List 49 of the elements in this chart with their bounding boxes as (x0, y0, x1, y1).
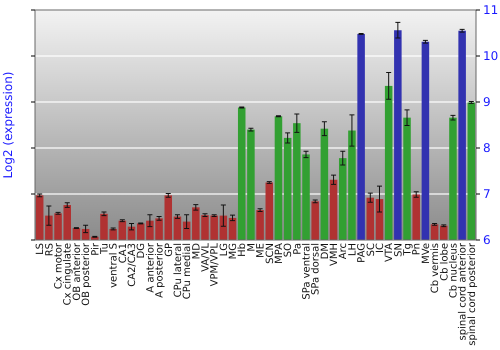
x-tick-label: M (246, 243, 258, 252)
x-tick-label: SCN (264, 243, 276, 264)
x-tick-label: Tg (402, 243, 414, 256)
x-tick-label: Cb nucleus (448, 243, 460, 298)
x-tick-label: ME (256, 243, 267, 258)
y-tick-label: 7 (483, 186, 491, 201)
x-tick-label: VPM/VPL (210, 242, 221, 286)
y-tick-label: 9 (483, 94, 491, 109)
x-tick-label: ventral S (108, 243, 120, 288)
x-tick-label: A anterior (145, 242, 156, 293)
x-tick-label: VA/VL (200, 242, 212, 272)
x-tick-label: CPu lateral (172, 243, 184, 298)
x-tick-label: Hb (237, 243, 248, 257)
x-tick-label: LS (35, 243, 46, 255)
x-tick-label: CA1 (118, 243, 129, 264)
x-tick-label: SPa dorsal (310, 243, 322, 295)
x-tick-label: Pir (90, 242, 102, 256)
x-tick-label: GP (164, 243, 175, 257)
x-tick-label: Pa (292, 243, 304, 255)
x-tick-label: IC (374, 242, 386, 253)
x-tick-label: Tu (99, 243, 110, 255)
y-axis-title: Log2 (expression) (1, 72, 15, 178)
x-tick-label: LH (347, 243, 358, 256)
x-tick-label: spinal cord anterior (458, 242, 469, 340)
y-tick-label: 6 (483, 232, 491, 247)
x-tick-label: Pn (412, 243, 423, 256)
x-tick-label: MD (191, 242, 202, 260)
x-tick-label: spinal cord posterior (466, 242, 478, 346)
x-tick-label: DG (136, 243, 148, 258)
x-tick-label: Cx cingulate (62, 243, 74, 306)
x-tick-label: SC (366, 242, 377, 256)
x-tick-label: CPu medial (182, 243, 194, 300)
x-tick-label: VTA (384, 242, 396, 262)
y-tick-label: 10 (483, 48, 498, 63)
y-tick-label: 11 (483, 2, 498, 17)
x-tick-label: MVe (420, 243, 432, 264)
x-tick-label: LG (218, 243, 230, 256)
x-tick-label: A posterior (154, 242, 166, 298)
x-tick-label: RS (44, 243, 56, 256)
x-tick-label: SO (283, 242, 294, 258)
x-tick-label: DM (320, 243, 331, 260)
x-tick-label: Arc (338, 243, 350, 260)
y-tick-label: 8 (483, 140, 491, 155)
x-tick-label: OB posterior (81, 242, 92, 306)
x-tick-label: SN (393, 243, 404, 257)
x-tick-label: PAG (356, 243, 368, 263)
x-tick-label: MPA (274, 242, 285, 264)
x-tick-label: Cb lobe (439, 243, 450, 281)
x-tick-label: OB anterior (72, 242, 83, 301)
